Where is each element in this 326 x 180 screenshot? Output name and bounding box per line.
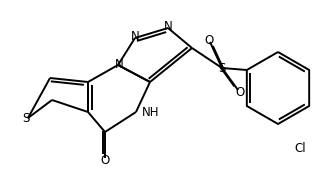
Text: O: O [204, 33, 214, 46]
Text: S: S [22, 111, 30, 125]
Text: S: S [218, 62, 226, 75]
Text: N: N [131, 30, 140, 44]
Text: N: N [164, 21, 172, 33]
Text: N: N [115, 57, 123, 71]
Text: Cl: Cl [294, 141, 306, 154]
Text: O: O [235, 86, 244, 98]
Text: O: O [100, 154, 110, 166]
Text: NH: NH [142, 105, 159, 118]
